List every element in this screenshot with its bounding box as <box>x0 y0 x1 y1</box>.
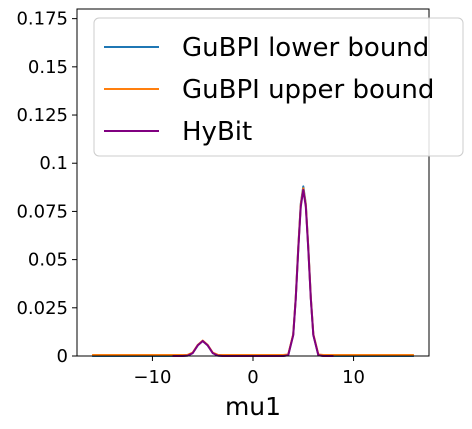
y-tick-label: 0.025 <box>16 298 68 319</box>
y-tick-label: 0.075 <box>16 201 68 222</box>
y-tick-label: 0.15 <box>28 57 68 78</box>
y-tick-label: 0.125 <box>16 105 68 126</box>
axes-layer: −10 0 10 0 0.025 0.05 0.075 0.1 0.125 0.15 0.175 <box>16 8 430 388</box>
y-tick-label: 0.05 <box>28 250 68 271</box>
legend: GuBPI lower bound GuBPI upper bound HyBit <box>93 17 464 157</box>
legend-label-1: GuBPI lower bound <box>182 33 429 63</box>
legend-label-3: HyBit <box>182 117 252 147</box>
legend-box <box>93 17 464 157</box>
y-tick-label: 0.1 <box>39 153 68 174</box>
legend-label-2: GuBPI upper bound <box>182 75 434 105</box>
x-tick-label: 10 <box>342 367 365 388</box>
x-tick-label: 0 <box>247 367 258 388</box>
y-tick-label: 0.175 <box>16 9 68 30</box>
y-tick-label: 0 <box>57 346 68 367</box>
x-axis-title: mu1 <box>225 392 281 421</box>
x-tick-label: −10 <box>133 367 171 388</box>
